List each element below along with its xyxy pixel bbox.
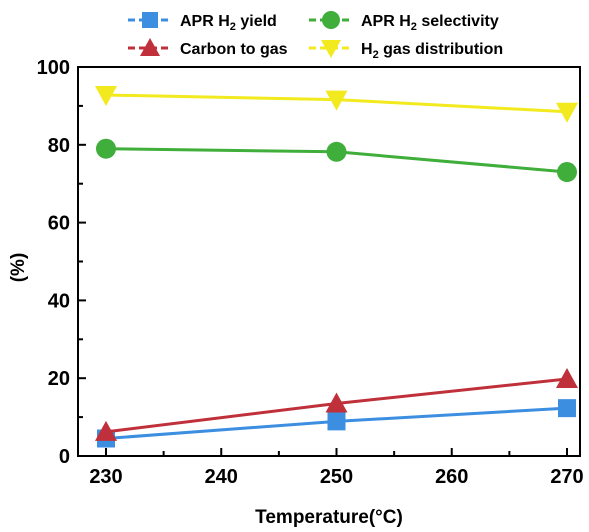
series-1 xyxy=(96,138,577,183)
legend: APR H2 yield APR H2 selectivity Carbon to … xyxy=(128,11,503,61)
legend-item: APR H2 yield xyxy=(128,12,277,33)
data-point xyxy=(95,420,117,441)
legend-item: APR H2 selectivity xyxy=(309,11,499,33)
legend-label: APR H2 selectivity xyxy=(361,13,499,33)
data-point xyxy=(96,138,116,159)
series-0 xyxy=(97,399,576,448)
plot-frame xyxy=(77,66,581,457)
legend-marker xyxy=(322,11,340,29)
axis-ticks: 0 20 40 60 80 100 230 240 250 260 270 xyxy=(37,57,584,488)
series-2 xyxy=(95,367,578,441)
y-tick-label: 80 xyxy=(48,135,70,157)
x-tick-label: 240 xyxy=(205,466,238,488)
legend-label: APR H2 yield xyxy=(180,13,277,33)
data-point xyxy=(556,102,578,123)
data-point xyxy=(558,399,576,418)
data-point xyxy=(326,141,347,162)
series-group xyxy=(95,86,578,448)
legend-label: H2 gas distribution xyxy=(361,41,503,61)
y-tick-label: 60 xyxy=(48,213,70,235)
legend-marker xyxy=(321,40,341,58)
y-axis-title: (%) xyxy=(8,253,29,283)
data-point xyxy=(325,90,348,111)
legend-marker xyxy=(140,38,160,56)
x-tick-label: 270 xyxy=(550,466,583,488)
x-tick-label: 250 xyxy=(320,466,353,488)
legend-item: H2 gas distribution xyxy=(309,40,503,61)
data-point xyxy=(557,162,577,183)
y-tick-label: 20 xyxy=(48,368,70,390)
y-tick-label: 0 xyxy=(59,446,70,468)
data-point xyxy=(95,86,117,107)
series-3 xyxy=(95,86,578,123)
data-point xyxy=(325,392,348,413)
data-point xyxy=(327,412,346,431)
y-tick-label: 100 xyxy=(37,57,70,79)
x-tick-label: 230 xyxy=(89,466,122,488)
legend-item: Carbon to gas xyxy=(128,38,288,58)
x-tick-label: 260 xyxy=(435,466,468,488)
data-point xyxy=(556,367,578,388)
legend-label: Carbon to gas xyxy=(180,41,288,58)
legend-marker xyxy=(142,12,158,28)
x-axis-title: Temperature(°C) xyxy=(255,507,403,528)
y-tick-label: 40 xyxy=(48,290,70,312)
